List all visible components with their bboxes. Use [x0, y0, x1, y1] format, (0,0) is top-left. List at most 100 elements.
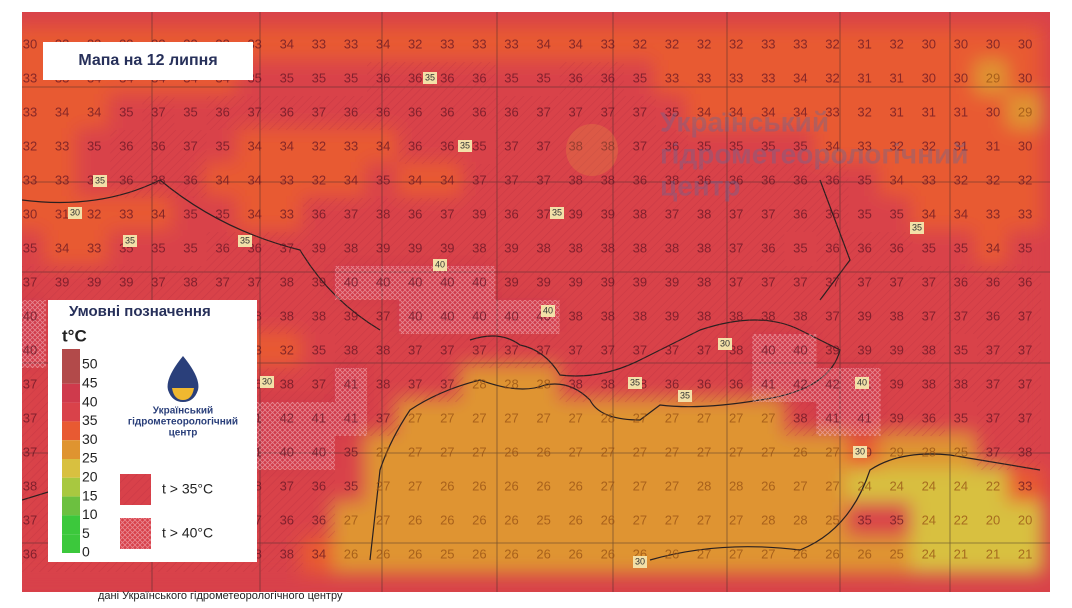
temperature-value: 26 — [504, 512, 518, 527]
temperature-value: 40 — [376, 274, 390, 289]
temperature-cell — [846, 536, 883, 574]
temperature-value: 37 — [247, 274, 261, 289]
temperature-value: 26 — [825, 546, 839, 561]
temperature-value: 33 — [729, 70, 743, 85]
temperature-value: 37 — [504, 138, 518, 153]
temperature-value: 39 — [504, 240, 518, 255]
temperature-cell — [525, 60, 562, 98]
temperature-value: 35 — [23, 240, 37, 255]
temperature-value: 27 — [440, 444, 454, 459]
hatch-cell — [367, 266, 400, 300]
temperature-value: 41 — [344, 376, 358, 391]
temperature-value: 38 — [601, 138, 615, 153]
temperature-value: 33 — [697, 70, 711, 85]
temperature-value: 39 — [889, 376, 903, 391]
temperature-cell — [557, 26, 594, 64]
temperature-value: 35 — [954, 342, 968, 357]
temperature-value: 40 — [472, 274, 486, 289]
temperature-value: 24 — [889, 478, 903, 493]
temperature-value: 33 — [280, 172, 294, 187]
hatch-cell — [110, 266, 143, 300]
temperature-value: 26 — [472, 512, 486, 527]
temperature-value: 24 — [922, 478, 936, 493]
temperature-value: 38 — [761, 308, 775, 323]
temperature-value: 36 — [729, 376, 743, 391]
temperature-value: 36 — [986, 308, 1000, 323]
temperature-value: 38 — [568, 172, 582, 187]
temperature-cell — [686, 60, 723, 98]
isotherm-label: 30 — [262, 376, 272, 386]
temperature-value: 35 — [151, 240, 165, 255]
temperature-value: 26 — [472, 546, 486, 561]
temperature-value: 32 — [87, 206, 101, 221]
isotherm-box — [433, 259, 447, 271]
hatch-cell — [623, 266, 656, 300]
temperature-value: 33 — [280, 206, 294, 221]
temperature-value: 36 — [312, 206, 326, 221]
temperature-value: 36 — [697, 172, 711, 187]
hatch-cell — [302, 96, 335, 130]
temperature-value: 37 — [665, 342, 679, 357]
temperature-value: 38 — [633, 206, 647, 221]
temperature-value: 38 — [601, 376, 615, 391]
temperature-value: 36 — [504, 104, 518, 119]
temperature-value: 37 — [889, 274, 903, 289]
hatch-cell — [912, 334, 945, 368]
scale-segment — [62, 477, 80, 497]
hatch-cell — [238, 96, 271, 130]
hatch-cell — [142, 130, 175, 164]
hatch-cell — [752, 198, 785, 232]
temperature-value: 38 — [1018, 444, 1032, 459]
temperature-value: 40 — [23, 342, 37, 357]
temperature-value: 27 — [761, 546, 775, 561]
title-box — [43, 42, 253, 80]
hatch-cell — [334, 96, 368, 130]
temperature-cell — [846, 128, 883, 166]
hatch-cell — [559, 300, 592, 334]
temperature-value: 36 — [472, 104, 486, 119]
temperature-value: 37 — [568, 104, 582, 119]
temperature-value: 20 — [986, 512, 1000, 527]
temperature-cell — [653, 60, 691, 98]
temperature-cell — [878, 128, 915, 166]
temperature-value: 28 — [922, 444, 936, 459]
temperature-value: 34 — [793, 70, 807, 85]
temperature-cell — [365, 128, 402, 166]
temperature-value: 39 — [825, 342, 839, 357]
isotherm-label: 30 — [855, 446, 865, 456]
temperature-value: 39 — [889, 342, 903, 357]
temperature-cell — [461, 400, 498, 438]
temperature-value: 38 — [665, 240, 679, 255]
hatch-cell — [367, 96, 400, 130]
hatch-cell — [1009, 368, 1042, 402]
temperature-value: 36 — [119, 138, 133, 153]
hatch-cell — [22, 436, 47, 470]
temperature-value: 38 — [665, 172, 679, 187]
hatch-cell — [655, 300, 689, 334]
temperature-value: 26 — [665, 546, 679, 561]
temperature-value: 33 — [1018, 478, 1032, 493]
temperature-cell — [332, 468, 370, 506]
temperature-cell — [846, 502, 883, 540]
hatch-swatch — [120, 518, 151, 549]
temperature-value: 30 — [954, 36, 968, 51]
temperature-cell — [300, 128, 337, 166]
scale-segment — [62, 402, 80, 422]
hatch-cell — [174, 266, 207, 300]
hatch-cell — [270, 232, 303, 266]
temperature-cell — [621, 60, 658, 98]
temperature-value: 37 — [23, 512, 37, 527]
temperature-value: 38 — [697, 274, 711, 289]
temperature-cell — [365, 26, 402, 64]
temperature-value: 27 — [633, 512, 647, 527]
hatch-cell — [22, 368, 47, 402]
temperature-cell — [686, 128, 723, 166]
temperature-value: 35 — [344, 444, 358, 459]
temperature-cell — [782, 536, 819, 574]
legend-box — [48, 300, 257, 562]
hatch-cell — [495, 300, 528, 334]
temperature-cell — [332, 26, 370, 64]
temperature-value: 41 — [825, 410, 839, 425]
hatch-cell — [527, 164, 560, 198]
hatch-cell — [302, 436, 335, 470]
